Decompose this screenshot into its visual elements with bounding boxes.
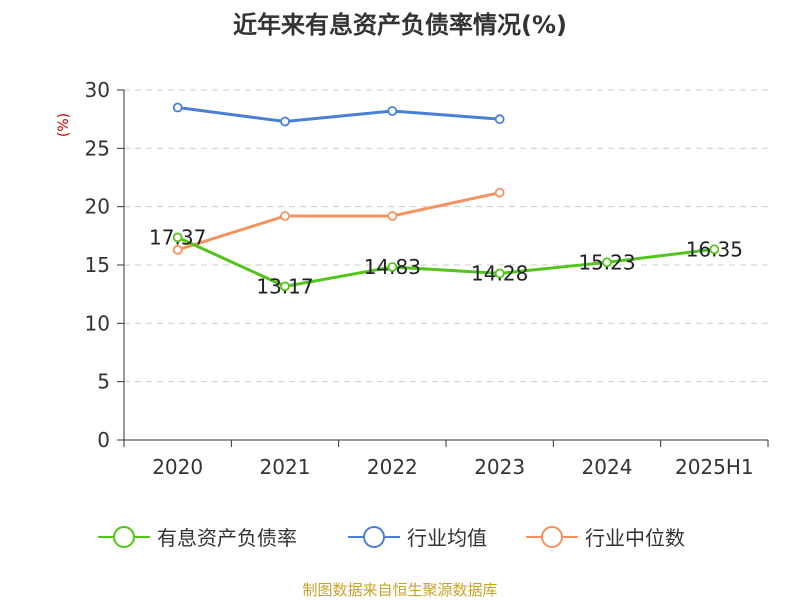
x-tick-label: 2025H1 <box>675 455 754 479</box>
y-tick-label: 10 <box>85 311 110 335</box>
legend-marker <box>363 526 385 548</box>
data-point <box>602 257 612 268</box>
x-tick-label: 2024 <box>582 455 633 479</box>
data-label: 16.35 <box>686 237 743 261</box>
legend-label: 行业均值 <box>407 526 487 550</box>
chart-title: 近年来有息资产负债率情况(%) <box>233 11 567 39</box>
data-point <box>387 211 398 221</box>
data-label: 15.23 <box>578 250 635 274</box>
legend[interactable]: 有息资产负债率 行业均值 行业中位数 <box>98 526 685 550</box>
y-tick-label: 25 <box>85 136 110 160</box>
series <box>172 102 720 292</box>
x-tick-label: 2021 <box>260 455 311 479</box>
data-point <box>494 114 505 125</box>
data-point <box>172 232 183 243</box>
data-point <box>280 116 290 127</box>
y-tick-label: 30 <box>85 78 110 102</box>
data-point <box>280 281 290 292</box>
data-point <box>172 244 183 255</box>
series-line <box>177 191 500 252</box>
data-labels: 17.37 13.17 14.83 14.28 15.23 16.35 <box>149 225 743 298</box>
data-point <box>494 268 505 279</box>
series-line <box>177 106 500 123</box>
data-point <box>280 211 290 221</box>
y-tick-label: 5 <box>97 370 110 394</box>
data-label: 13.17 <box>256 274 313 298</box>
legend-item[interactable]: 行业均值 <box>348 526 487 550</box>
legend-label: 有息资产负债率 <box>157 526 297 550</box>
data-label: 17.37 <box>149 225 206 249</box>
data-point <box>494 187 505 198</box>
y-tick-label: 15 <box>85 253 110 277</box>
legend-marker <box>541 526 563 548</box>
legend-item[interactable]: 有息资产负债率 <box>98 526 297 550</box>
x-tick-label: 2023 <box>474 455 525 479</box>
x-tick-label: 2020 <box>152 455 203 479</box>
legend-item[interactable]: 行业中位数 <box>526 526 685 550</box>
x-tick-label: 2022 <box>367 455 418 479</box>
legend-label: 行业中位数 <box>585 526 685 550</box>
data-point <box>709 244 720 255</box>
data-point <box>387 262 398 272</box>
axes: 0 5 10 15 20 25 30 2020 2021 2022 2023 2024 2025H1 <box>85 78 769 479</box>
y-tick-label: 20 <box>85 195 110 219</box>
data-point <box>172 102 183 113</box>
data-point <box>387 106 398 116</box>
source-note: 制图数据来自恒生聚源数据库 <box>302 581 497 599</box>
data-label: 14.83 <box>364 255 421 279</box>
legend-marker <box>113 526 135 548</box>
series-line <box>177 235 715 288</box>
data-label: 14.28 <box>471 261 528 285</box>
y-axis-label: (%) <box>56 113 72 137</box>
gridlines <box>124 89 768 383</box>
y-tick-label: 0 <box>97 428 110 452</box>
